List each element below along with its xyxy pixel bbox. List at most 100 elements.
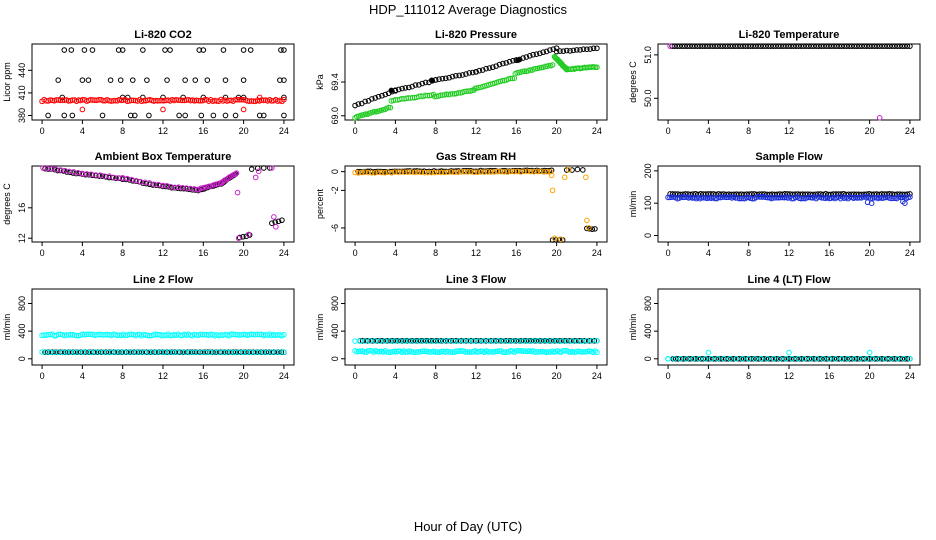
data-point (45, 166, 52, 172)
data-point (907, 355, 913, 362)
data-point (580, 46, 587, 52)
data-point (498, 168, 504, 175)
data-point (427, 349, 433, 355)
data-point (402, 349, 409, 355)
data-point (449, 349, 456, 355)
data-point (155, 98, 161, 104)
data-point (61, 47, 68, 53)
data-point (222, 112, 229, 119)
panel-6: Sample Flow 0 4 8 12 16 20 24 0 100 200 ml/min (628, 151, 921, 258)
data-point (714, 355, 721, 362)
data-point (210, 112, 217, 119)
x-tick-label: 20 (239, 371, 249, 381)
data-point (228, 331, 234, 337)
data-point (144, 77, 150, 83)
data-point (234, 189, 241, 196)
data-point (418, 169, 425, 176)
data-point (504, 169, 511, 175)
plot-frame (657, 43, 921, 121)
data-point (236, 96, 243, 103)
data-point (203, 184, 209, 190)
data-point (204, 77, 211, 83)
panel-title: Sample Flow (755, 151, 823, 163)
data-point (871, 194, 878, 201)
data-point (248, 166, 255, 172)
data-point (67, 169, 73, 176)
data-point (240, 47, 247, 53)
data-point (352, 169, 358, 176)
data-point (573, 47, 580, 53)
data-point (544, 168, 551, 175)
x-tick-label: 8 (746, 371, 751, 381)
x-tick-label: 16 (198, 248, 208, 258)
data-point (61, 112, 68, 119)
data-point (462, 349, 469, 355)
x-tick-label: 12 (158, 126, 168, 136)
data-point (551, 235, 558, 242)
data-point (496, 61, 503, 68)
data-point (553, 45, 560, 51)
data-point (277, 77, 283, 83)
data-point (526, 53, 533, 59)
series-5 (39, 96, 287, 105)
series-3 (352, 347, 600, 356)
plot-frame (31, 165, 295, 243)
data-point (594, 338, 600, 344)
y-tick-label: 0 (330, 356, 340, 361)
data-point (590, 45, 597, 52)
data-point (464, 169, 471, 175)
data-point (563, 167, 570, 173)
data-point (81, 47, 88, 53)
data-point (100, 332, 106, 338)
data-point (508, 168, 514, 175)
data-point (240, 77, 247, 83)
data-point (500, 60, 506, 67)
x-tick-label: 4 (706, 126, 711, 136)
data-point (68, 47, 75, 53)
data-point (453, 72, 459, 79)
data-point (372, 95, 379, 101)
data-point (502, 349, 508, 355)
panel-title: Li-820 Temperature (739, 29, 840, 41)
x-tick-label: 0 (666, 371, 671, 381)
data-point (387, 104, 394, 111)
data-point (447, 91, 454, 97)
data-point (96, 349, 103, 355)
data-point (176, 112, 182, 119)
data-point (534, 168, 541, 175)
x-tick-label: 4 (80, 248, 85, 258)
data-point (521, 348, 527, 355)
data-point (770, 355, 777, 362)
x-tick-label: 8 (120, 248, 125, 258)
data-point (428, 169, 435, 176)
data-point (447, 349, 454, 355)
data-point (446, 74, 452, 81)
data-point (851, 356, 857, 362)
data-point (458, 169, 464, 175)
data-point (362, 169, 368, 176)
data-point (175, 97, 182, 103)
data-point (83, 331, 90, 338)
data-point (99, 112, 106, 119)
data-point (187, 185, 194, 192)
x-tick-label: 20 (865, 126, 875, 136)
x-tick-label: 24 (279, 371, 289, 381)
data-point (584, 46, 590, 53)
data-point (247, 47, 254, 53)
data-point (244, 349, 250, 356)
series-1 (352, 45, 600, 109)
data-point (411, 169, 418, 176)
data-point (515, 57, 522, 63)
data-point (220, 47, 227, 53)
x-tick-label: 20 (865, 371, 875, 381)
data-point (521, 168, 527, 175)
data-point (584, 217, 590, 224)
series-2 (352, 337, 600, 344)
data-point (223, 176, 230, 183)
data-point (549, 62, 556, 68)
data-point (464, 349, 471, 355)
data-point (210, 182, 217, 188)
data-point (543, 48, 550, 55)
data-point (591, 338, 598, 344)
